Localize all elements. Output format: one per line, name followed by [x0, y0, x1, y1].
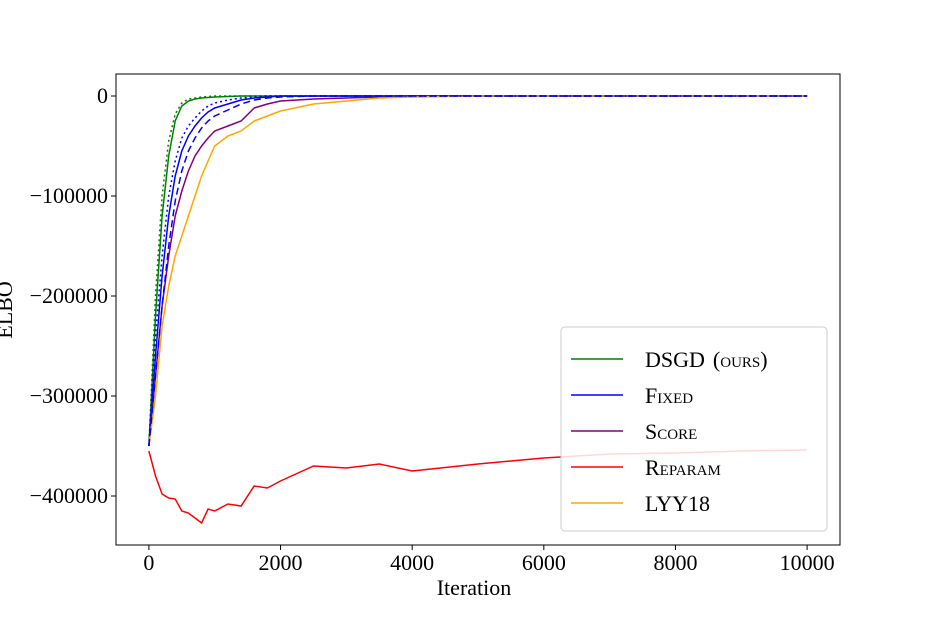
- legend-label: Fixed: [645, 383, 693, 408]
- y-tick-label: 0: [97, 83, 108, 108]
- y-tick-label: −300000: [30, 383, 108, 408]
- x-tick-label: 8000: [653, 550, 697, 575]
- series-line: [148, 449, 808, 525]
- plot-frame: [115, 73, 841, 546]
- legend-label: Score: [645, 419, 697, 444]
- x-tick-label: 0: [143, 550, 154, 575]
- legend-name: LYY18: [645, 491, 710, 516]
- x-tick-label: 10000: [780, 550, 835, 575]
- legend-suffix: (ours): [713, 347, 768, 372]
- legend-label: DSGD (ours): [645, 347, 768, 372]
- legend-box: [560, 326, 828, 532]
- x-tick-label: 6000: [522, 550, 566, 575]
- legend-label: LYY18: [645, 491, 710, 516]
- x-axis-label: Iteration: [437, 575, 512, 600]
- y-tick-label: −100000: [30, 183, 108, 208]
- series-line: [148, 95, 808, 447]
- y-tick-label: −400000: [30, 483, 108, 508]
- series-line: [148, 95, 808, 447]
- legend-name: Score: [645, 419, 697, 444]
- legend-label: Reparam: [645, 455, 721, 480]
- legend-name: Fixed: [645, 383, 693, 408]
- x-tick-label: 4000: [390, 550, 434, 575]
- legend-name: DSGD: [645, 347, 705, 372]
- series-line: [148, 95, 808, 447]
- x-tick-label: 2000: [259, 550, 303, 575]
- legend-name: Reparam: [645, 455, 721, 480]
- y-axis-label: ELBO: [0, 281, 17, 338]
- y-tick-label: −200000: [30, 283, 108, 308]
